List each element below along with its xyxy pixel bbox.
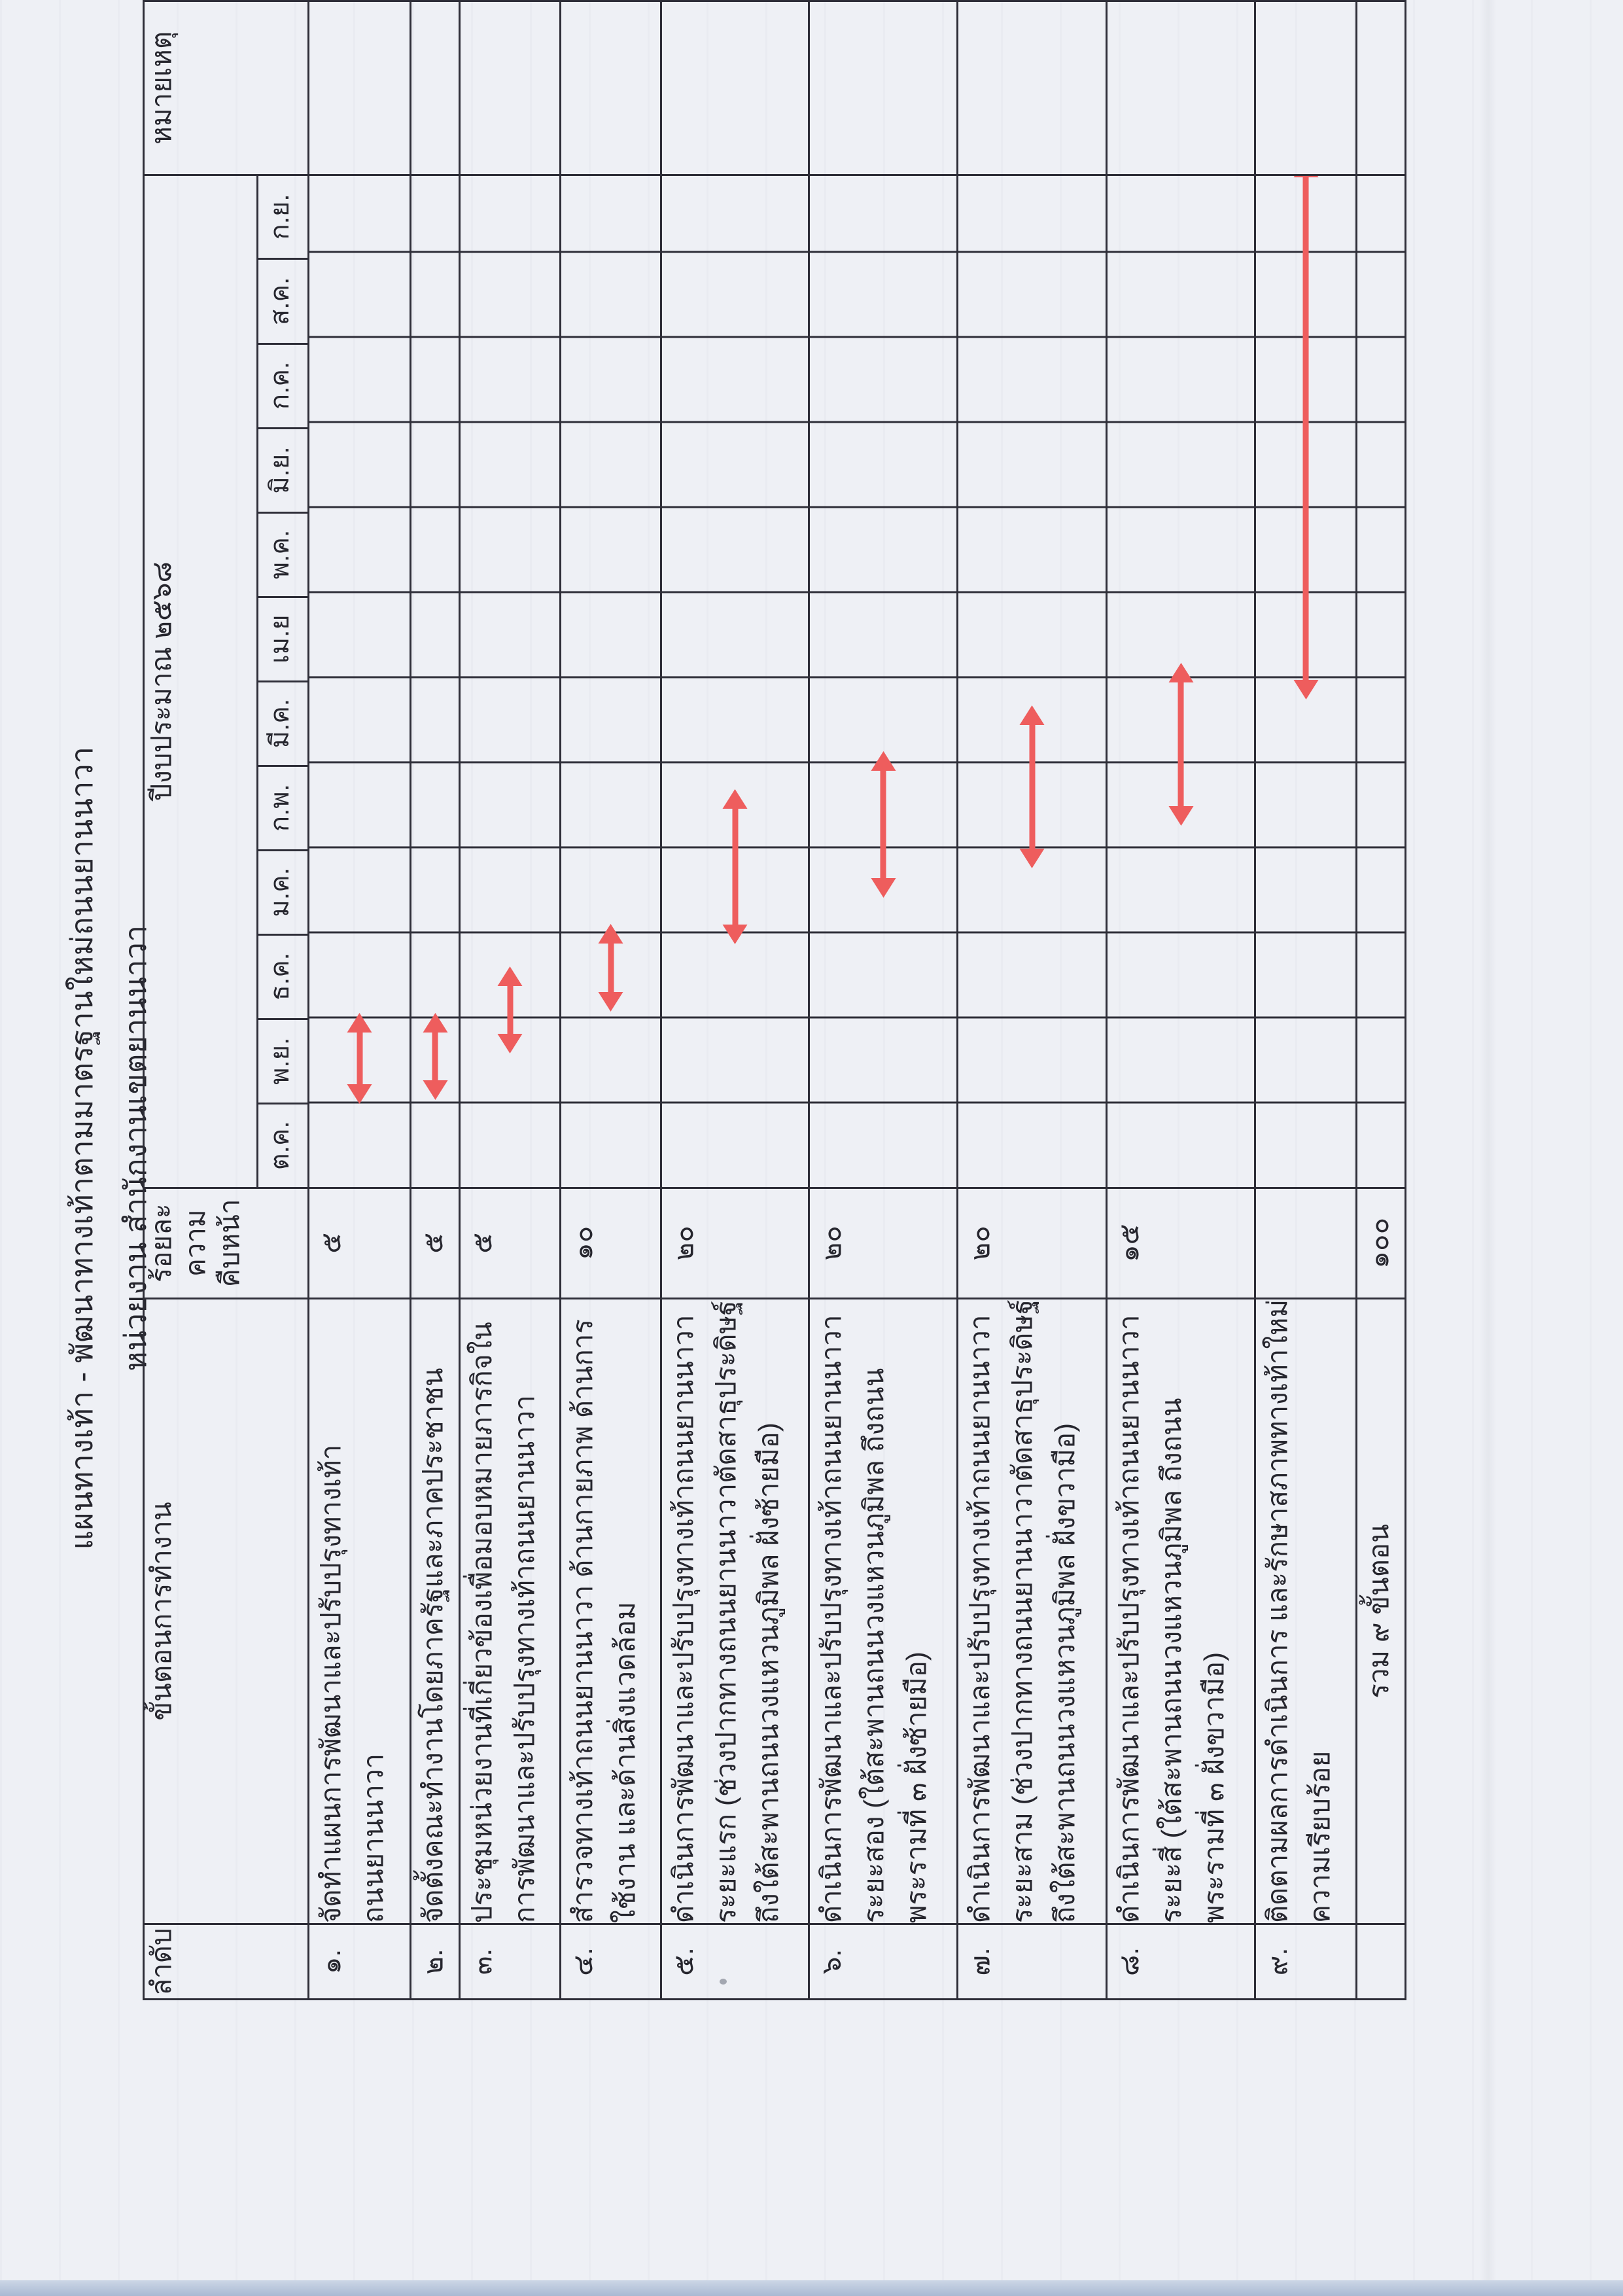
step-description: ดำเนินการพัฒนาและปรับปรุงทางเท้าถนนยานนา… bbox=[661, 1298, 809, 1924]
month-header-jul: ก.ค. bbox=[257, 344, 309, 429]
row-number: ๙. bbox=[1255, 1924, 1357, 2000]
remark-cell bbox=[661, 1, 809, 175]
row-number: ๑. bbox=[308, 1924, 411, 2000]
percent-value: ๕ bbox=[308, 1188, 411, 1299]
column-header-fiscal-year: ปีงบประมาณ ๒๕๖๘ bbox=[143, 175, 258, 1188]
column-header-remarks: หมายเหตุ bbox=[143, 1, 309, 175]
remark-cell bbox=[1255, 1, 1357, 175]
row-number: ๖. bbox=[809, 1924, 958, 2000]
title-line-1: แผนทางเท้า - พัฒนาทางเท้าตามมาตรฐานใหม่ถ… bbox=[65, 746, 99, 1550]
percent-value: ๒๐ bbox=[809, 1188, 958, 1299]
table-row: ๔. สำรวจทางเท้าถนนยานนาวา ด้านกายภาพ ด้า… bbox=[560, 1, 661, 2000]
double-arrow-icon bbox=[880, 769, 886, 879]
month-header-mar: มี.ค. bbox=[257, 681, 309, 766]
total-label: รวม ๙ ขั้นตอน bbox=[1356, 1298, 1406, 1924]
double-arrow-icon bbox=[507, 984, 513, 1036]
gantt-row-track bbox=[1106, 175, 1255, 1188]
double-arrow-icon bbox=[1029, 723, 1035, 850]
column-header-step: ขั้นตอนการทำงาน bbox=[143, 1298, 309, 1924]
row-number: ๗. bbox=[957, 1924, 1107, 2000]
column-header-percent: ร้อยละ ความ คืบหน้า bbox=[143, 1188, 309, 1299]
row-number: ๔. bbox=[560, 1924, 661, 2000]
double-arrow-icon bbox=[1178, 681, 1184, 808]
remark-cell bbox=[1356, 1, 1406, 175]
month-header-dec: ธ.ค. bbox=[257, 934, 309, 1019]
percent-value: ๕ bbox=[459, 1188, 561, 1299]
double-arrow-icon bbox=[608, 942, 614, 993]
table-row: ๖. ดำเนินการพัฒนาและปรับปรุงทางเท้าถนนยา… bbox=[809, 1, 958, 2000]
month-header-jun: มิ.ย. bbox=[257, 428, 309, 513]
table-row: ๓. ประชุมหน่วยงานที่เกี่ยวข้องเพื่อมอบหม… bbox=[459, 1, 561, 2000]
total-row: รวม ๙ ขั้นตอน ๑๐๐ bbox=[1356, 1, 1406, 2000]
gantt-row-track bbox=[560, 175, 661, 1188]
percent-header-line: ร้อยละ bbox=[146, 1203, 177, 1283]
remark-cell bbox=[957, 1, 1107, 175]
percent-value: ๒๐ bbox=[957, 1188, 1107, 1299]
step-description: ดำเนินการพัฒนาและปรับปรุงทางเท้าถนนยานนา… bbox=[957, 1298, 1107, 1924]
month-header-may: พ.ค. bbox=[257, 512, 309, 597]
row-number: ๕. bbox=[661, 1924, 809, 2000]
row-number: ๓. bbox=[459, 1924, 561, 2000]
month-header-sep: ก.ย. bbox=[257, 175, 309, 259]
step-description: ดำเนินการพัฒนาและปรับปรุงทางเท้าถนนยานนา… bbox=[1106, 1298, 1255, 1924]
double-arrow-icon bbox=[432, 1031, 438, 1082]
row-number: ๒. bbox=[410, 1924, 460, 2000]
header-row-1: ลำดับ ขั้นตอนการทำงาน ร้อยละ ความ คืบหน้… bbox=[143, 1, 309, 2000]
month-header-oct: ต.ค. bbox=[257, 1103, 309, 1188]
gantt-row-track bbox=[1255, 175, 1357, 1188]
gantt-total-track bbox=[1356, 175, 1406, 1188]
month-header-aug: ส.ค. bbox=[257, 258, 309, 344]
double-arrow-icon bbox=[357, 1031, 362, 1086]
percent-value: ๑๕ bbox=[1106, 1188, 1255, 1299]
month-header-apr: เม.ย bbox=[257, 597, 309, 682]
percent-value: ๕ bbox=[410, 1188, 460, 1299]
double-arrow-icon bbox=[1302, 175, 1309, 682]
step-description: สำรวจทางเท้าถนนยานนาวา ด้านกายภาพ ด้านกา… bbox=[560, 1298, 661, 1924]
step-description: ดำเนินการพัฒนาและปรับปรุงทางเท้าถนนยานนา… bbox=[809, 1298, 958, 1924]
scanner-edge-strip bbox=[0, 2280, 1623, 2296]
row-number: ๘. bbox=[1106, 1924, 1255, 2000]
gantt-row-track bbox=[410, 175, 460, 1188]
gantt-row-track bbox=[809, 175, 958, 1188]
table-row: ๗. ดำเนินการพัฒนาและปรับปรุงทางเท้าถนนยา… bbox=[957, 1, 1107, 2000]
percent-value bbox=[1255, 1188, 1357, 1299]
month-header-feb: ก.พ. bbox=[257, 766, 309, 851]
table-row: ๒. จัดตั้งคณะทำงานโดยภาครัฐและภาคประชาชน… bbox=[410, 1, 460, 2000]
gantt-row-track bbox=[459, 175, 561, 1188]
remark-cell bbox=[459, 1, 561, 175]
percent-header-line: ความ bbox=[180, 1209, 211, 1277]
table-row: ๕. ดำเนินการพัฒนาและปรับปรุงทางเท้าถนนยา… bbox=[661, 1, 809, 2000]
percent-value: ๑๐ bbox=[560, 1188, 661, 1299]
table-row: ๘. ดำเนินการพัฒนาและปรับปรุงทางเท้าถนนยา… bbox=[1106, 1, 1255, 2000]
remark-cell bbox=[1106, 1, 1255, 175]
column-header-order: ลำดับ bbox=[143, 1924, 309, 2000]
percent-header-line: คืบหน้า bbox=[214, 1199, 245, 1288]
remark-cell bbox=[308, 1, 411, 175]
scan-crease bbox=[1480, 0, 1497, 2296]
gantt-row-track bbox=[661, 175, 809, 1188]
remark-cell bbox=[560, 1, 661, 175]
month-header-jan: ม.ค. bbox=[257, 850, 309, 935]
table-row: ๙. ติดตามผลการดำเนินการ และรักษาสภาพทางเ… bbox=[1255, 1, 1357, 2000]
gantt-row-track bbox=[957, 175, 1107, 1188]
total-order-cell bbox=[1356, 1924, 1406, 2000]
step-description: จัดตั้งคณะทำงานโดยภาครัฐและภาคประชาชน bbox=[410, 1298, 460, 1924]
step-description: จัดทำแผนการพัฒนาและปรับปรุงทางเท้า ถนนยา… bbox=[308, 1298, 411, 1924]
month-header-nov: พ.ย. bbox=[257, 1019, 309, 1104]
remark-cell bbox=[410, 1, 460, 175]
gantt-row-track bbox=[308, 175, 411, 1188]
percent-value: ๒๐ bbox=[661, 1188, 809, 1299]
gantt-plan-table: ลำดับ ขั้นตอนการทำงาน ร้อยละ ความ คืบหน้… bbox=[143, 0, 1406, 2000]
double-arrow-icon bbox=[732, 807, 738, 926]
total-percent: ๑๐๐ bbox=[1356, 1188, 1406, 1299]
scan-speck bbox=[720, 1979, 727, 1985]
remark-cell bbox=[809, 1, 958, 175]
table-row: ๑. จัดทำแผนการพัฒนาและปรับปรุงทางเท้า ถน… bbox=[308, 1, 411, 2000]
step-description: ประชุมหน่วยงานที่เกี่ยวข้องเพื่อมอบหมายภ… bbox=[459, 1298, 561, 1924]
step-description: ติดตามผลการดำเนินการ และรักษาสภาพทางเท้า… bbox=[1255, 1298, 1357, 1924]
